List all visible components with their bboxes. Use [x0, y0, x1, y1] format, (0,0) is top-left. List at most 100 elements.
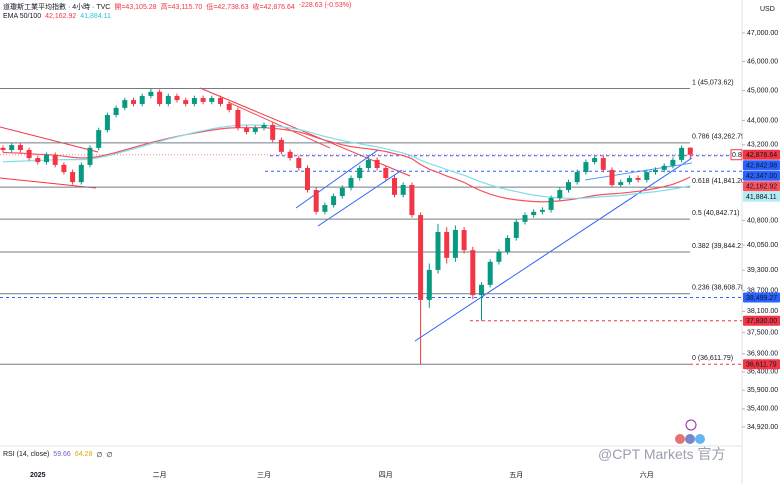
candle-body	[331, 196, 337, 206]
price-tag-label: 42,842.98	[746, 163, 777, 170]
rsi-value: 59.66	[53, 451, 71, 458]
candle-body	[618, 182, 624, 185]
logo	[675, 419, 705, 444]
candle-body	[426, 269, 432, 300]
candle-body	[374, 159, 380, 168]
candle-body	[226, 103, 232, 110]
ohlc: 收=42,876.64	[252, 4, 295, 11]
price-tag-label: 42,876.64	[746, 152, 777, 159]
ema-line	[2, 124, 691, 199]
logo-icon	[695, 434, 705, 444]
rsi-value: ∅	[106, 452, 113, 459]
ohlc: 低=42,738.63	[206, 4, 249, 11]
price-tag-note-box	[730, 149, 743, 161]
candle-body	[296, 158, 302, 168]
header: 道瓊斯工業平均指數 · 4小時 · TVC 開=43,105.28 高=43,1…	[3, 2, 351, 12]
y-tick-label: 38,100.00	[747, 308, 778, 315]
y-tick-label: 38,700.00	[747, 287, 778, 294]
candle-body	[479, 284, 484, 296]
candle-body	[287, 151, 293, 159]
candle-body	[339, 187, 345, 197]
candle-body	[496, 251, 502, 262]
candle-body	[348, 178, 354, 188]
candle-body	[470, 250, 476, 296]
fib-label: 0.236 (38,608.78)	[692, 285, 747, 292]
candle-body	[174, 95, 180, 101]
trend-line	[0, 126, 99, 153]
candle-body	[600, 158, 606, 170]
y-tick-label: 44,000.00	[747, 117, 778, 124]
y-tick-label: 34,920.00	[747, 424, 778, 431]
candle-body	[383, 167, 389, 179]
candle-body	[592, 158, 598, 163]
candle-body	[26, 149, 32, 159]
candle-body	[313, 190, 319, 212]
candle-body	[365, 159, 371, 168]
price-tag	[743, 160, 780, 171]
channel-line	[317, 169, 403, 227]
candle-body	[513, 221, 519, 238]
candle-body	[200, 98, 206, 102]
candle-body	[244, 127, 250, 132]
fib-label: 0.618 (41,841.20)	[692, 178, 747, 185]
y-tick-label: 47,000.00	[747, 30, 778, 37]
y-tick-label: 37,500.00	[747, 329, 778, 336]
candle-body	[661, 165, 667, 170]
channel-line	[295, 149, 379, 209]
x-tick-label: 四月	[379, 471, 393, 479]
rsi-legend: RSI (14, close) 59.66 64.28 ∅ ∅	[3, 451, 113, 459]
candle-body	[0, 147, 6, 150]
candle-body	[191, 98, 197, 104]
price-tag-label: 42,162.92	[746, 184, 777, 191]
price-tag	[743, 181, 780, 192]
candle-body	[148, 91, 154, 96]
logo-icon	[685, 419, 697, 431]
candle-body	[583, 162, 589, 173]
drawings	[0, 87, 693, 342]
y-tick-label: 36,400.00	[747, 369, 778, 376]
candle-body	[635, 178, 641, 180]
candle-body	[252, 127, 258, 132]
price-tag	[743, 149, 780, 160]
candle-body	[183, 100, 189, 104]
x-tick-label: 六月	[640, 470, 654, 479]
x-tick-label: 二月	[153, 471, 167, 479]
candle-body	[435, 231, 441, 270]
candle-body	[418, 215, 424, 300]
fib-label: 0 (36,611.79)	[692, 355, 733, 362]
price-tag	[743, 315, 780, 326]
candle-body	[566, 182, 571, 191]
candle-body	[626, 178, 632, 183]
y-tick-label: 45,000.00	[747, 87, 778, 94]
ohlc: 高=43,115.70	[160, 4, 203, 11]
fib-label: 1 (45,073.62)	[692, 79, 734, 86]
candle-body	[35, 158, 41, 163]
rsi-value: 64.28	[74, 451, 93, 458]
candle-body	[278, 139, 284, 152]
candle-body	[113, 107, 119, 116]
candle-body	[522, 215, 528, 222]
symbol: 道瓊斯工業平均指數 · 4小時 · TVC	[3, 4, 111, 11]
candle-body	[322, 205, 328, 212]
price-tag	[743, 191, 780, 202]
candle-body	[61, 164, 67, 173]
y-tick-label: 35,400.00	[747, 406, 778, 413]
price-tag-label: 36,611.79	[746, 362, 777, 369]
candle-body	[270, 124, 276, 140]
change: -228.63 (-0.53%)	[298, 2, 352, 9]
candle-body	[670, 159, 676, 166]
candle-body	[87, 147, 93, 165]
y-tick-label: 43,200.00	[747, 142, 778, 149]
indicator-value: 41,884.11	[80, 13, 111, 20]
candle-body	[357, 167, 363, 179]
y-tick-label: 46,000.00	[747, 58, 778, 65]
candle-body	[531, 211, 537, 216]
indicator-legend: EMA 50/100 42,162.92 41,884.11	[3, 13, 111, 20]
candle-body	[17, 145, 23, 150]
candle-body	[9, 145, 15, 150]
candle-body	[70, 172, 76, 183]
candle-body	[139, 95, 145, 104]
candle-body	[653, 169, 658, 173]
